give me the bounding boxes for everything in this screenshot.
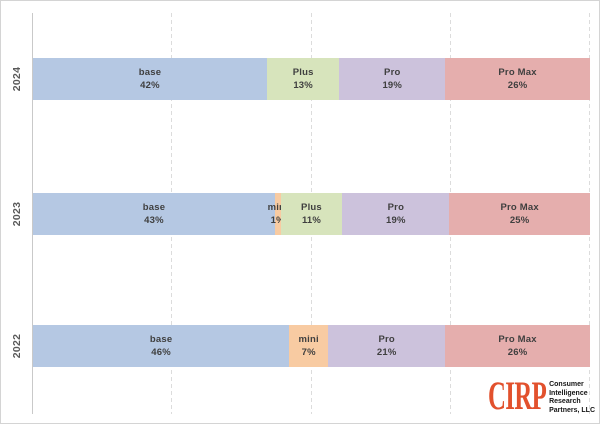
cirp-logo-text-line: Intelligence bbox=[549, 389, 588, 397]
year-label-2023: 2023 bbox=[11, 201, 23, 227]
segment-2024-pro: Pro 19% bbox=[339, 58, 446, 100]
cirp-logo-text-line: Consumer bbox=[549, 381, 584, 388]
segment-name: Pro bbox=[387, 202, 405, 213]
segment-value: 26% bbox=[507, 347, 528, 358]
segment-2022-mini: mini 7% bbox=[289, 325, 329, 367]
segment-name: base bbox=[142, 202, 166, 213]
segment-name: Pro Max bbox=[498, 334, 537, 345]
cirp-logo-wordmark-wrap: CIRP bbox=[488, 375, 547, 415]
segment-2024-base: base 42% bbox=[33, 58, 267, 100]
segment-label: Pro Max 25% bbox=[500, 201, 538, 227]
segment-name: Pro Max bbox=[498, 67, 537, 78]
segment-name: mini bbox=[267, 202, 288, 213]
segment-label: base 42% bbox=[139, 66, 161, 92]
cirp-logo-text-line: Partners, LLC bbox=[549, 406, 595, 414]
segment-value: 19% bbox=[386, 215, 406, 226]
segment-value: 21% bbox=[376, 347, 397, 358]
segment-label: Pro 19% bbox=[382, 66, 402, 92]
plot-area: base 42% Plus 13% Pro 19% Pro Max 26% base 43% min… bbox=[32, 13, 590, 414]
cirp-logo-text-line: Research bbox=[549, 398, 581, 405]
segment-2023-pro-max: Pro Max 25% bbox=[449, 193, 590, 235]
segment-value: 25% bbox=[509, 215, 530, 226]
segment-2024-pro-max: Pro Max 26% bbox=[445, 58, 590, 100]
segment-value: 1% bbox=[270, 215, 285, 226]
segment-2022-base: base 46% bbox=[33, 325, 290, 367]
segment-value: 42% bbox=[140, 80, 160, 91]
segment-value: 7% bbox=[301, 347, 316, 358]
segment-2024-plus: Plus 13% bbox=[266, 58, 340, 100]
bar-row-2024: base 42% Plus 13% Pro 19% Pro Max 26% bbox=[33, 58, 590, 100]
segment-label: Pro Max 26% bbox=[498, 333, 536, 359]
segment-name: Pro Max bbox=[500, 202, 539, 213]
segment-2022-pro: Pro 21% bbox=[328, 325, 446, 367]
segment-2023-mini: mini 1% bbox=[268, 193, 288, 235]
segment-value: 26% bbox=[507, 80, 528, 91]
segment-name: Pro bbox=[384, 67, 401, 78]
segment-value: 13% bbox=[293, 80, 313, 91]
segment-name: mini bbox=[298, 334, 319, 345]
segment-2023-pro: Pro 19% bbox=[342, 193, 450, 235]
bar-row-2023: base 43% mini 1% Plus 11% Pro 19% Pro Max 25% bbox=[33, 193, 590, 235]
cirp-logo: CIRP Consumer Intelligence Research Part… bbox=[488, 375, 595, 415]
year-label-2024: 2024 bbox=[11, 66, 23, 92]
segment-name: base bbox=[149, 334, 173, 345]
segment-value: 46% bbox=[151, 347, 171, 358]
segment-name: Plus bbox=[292, 67, 314, 78]
segment-label: base 43% bbox=[143, 201, 165, 227]
year-label-2022: 2022 bbox=[11, 333, 23, 359]
segment-value: 43% bbox=[144, 215, 164, 226]
segment-label: Plus 13% bbox=[293, 66, 314, 92]
segment-label: Pro 19% bbox=[386, 201, 406, 227]
segment-name: Plus bbox=[301, 202, 322, 213]
segment-label: mini 7% bbox=[299, 333, 319, 359]
segment-2023-base: base 43% bbox=[33, 193, 275, 235]
segment-value: 11% bbox=[301, 215, 322, 226]
segment-label: Pro Max 26% bbox=[498, 66, 536, 92]
cirp-logo-wordmark: CIRP bbox=[488, 372, 547, 418]
segment-2023-plus: Plus 11% bbox=[280, 193, 343, 235]
segment-label: base 46% bbox=[150, 333, 172, 359]
segment-name: base bbox=[138, 67, 162, 78]
segment-value: 19% bbox=[382, 80, 403, 91]
bar-row-2022: base 46% mini 7% Pro 21% Pro Max 26% bbox=[33, 325, 590, 367]
segment-2022-pro-max: Pro Max 26% bbox=[445, 325, 590, 367]
cirp-logo-text: Consumer Intelligence Research Partners,… bbox=[549, 381, 595, 415]
segment-name: Pro bbox=[378, 334, 395, 345]
segment-label: mini 1% bbox=[268, 201, 288, 227]
segment-label: Plus 11% bbox=[301, 201, 322, 227]
segment-label: Pro 21% bbox=[377, 333, 397, 359]
